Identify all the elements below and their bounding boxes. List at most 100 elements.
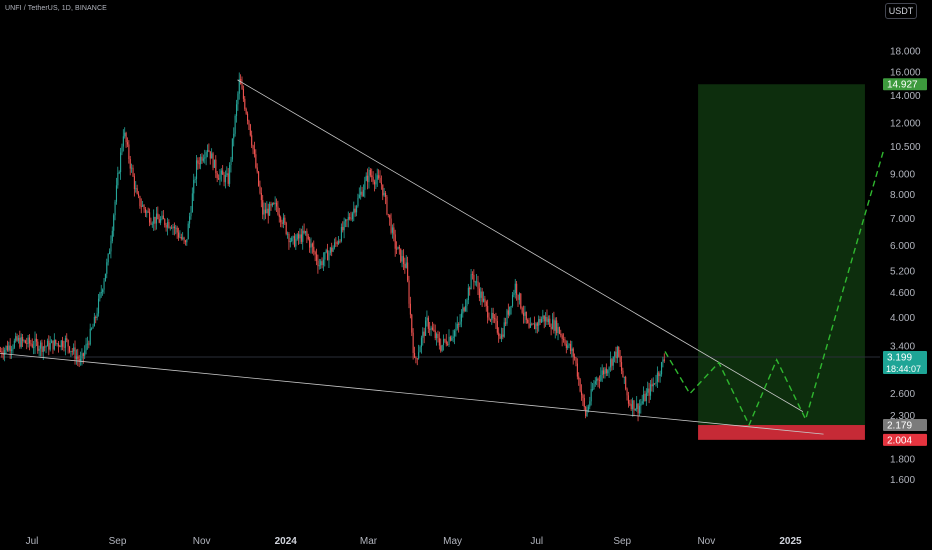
- candle-body: [20, 337, 22, 347]
- candle-body: [407, 262, 409, 281]
- candle-body: [40, 342, 42, 349]
- y-tick-label: 2.300: [890, 411, 915, 422]
- candle-body: [252, 145, 254, 150]
- candle-body: [462, 307, 464, 314]
- candle-body: [180, 237, 182, 239]
- candle-body: [589, 401, 591, 407]
- candle-body: [391, 227, 394, 233]
- candle-body: [513, 293, 515, 295]
- candle-body: [520, 293, 522, 308]
- candle-body: [314, 252, 316, 255]
- candle-body: [91, 328, 93, 330]
- candle-body: [327, 250, 329, 261]
- stop-price-label: 2.004: [887, 435, 912, 446]
- candle-body: [164, 219, 166, 225]
- candle-body: [70, 351, 72, 352]
- candle-body: [590, 389, 592, 402]
- candle-body: [213, 159, 215, 168]
- candle-body: [568, 344, 570, 346]
- candle-body: [15, 336, 17, 341]
- candle-body: [571, 348, 573, 351]
- x-tick-label: Sep: [613, 536, 631, 547]
- candle-body: [549, 318, 551, 327]
- candle-body: [9, 345, 11, 352]
- candle-body: [71, 351, 73, 352]
- candle-body: [550, 326, 552, 329]
- candle-body: [85, 343, 87, 351]
- candle-body: [48, 340, 50, 350]
- candle-body: [360, 191, 362, 195]
- candle-body: [193, 180, 195, 194]
- candle-body: [143, 205, 145, 209]
- candle-body: [647, 388, 649, 393]
- candle-body: [220, 170, 222, 175]
- candle-body: [539, 318, 541, 323]
- candle-body: [281, 222, 283, 225]
- candle-body: [467, 287, 469, 301]
- candle-body: [654, 383, 656, 385]
- candle-body: [109, 251, 111, 254]
- last-price-label-bg: [883, 351, 927, 375]
- candle-body: [603, 370, 605, 375]
- candle-body: [121, 146, 123, 153]
- candle-body: [596, 378, 598, 382]
- candle-body: [367, 175, 369, 183]
- target-price-label-bg: [883, 78, 927, 91]
- candle-body: [45, 346, 47, 348]
- candle-body: [118, 172, 120, 174]
- candle-body: [437, 334, 439, 339]
- candle-body: [282, 217, 284, 225]
- candle-body: [173, 226, 175, 229]
- candle-body: [1, 351, 3, 354]
- candle-body: [557, 327, 559, 333]
- candle-body: [190, 212, 192, 217]
- candle-body: [205, 152, 207, 158]
- candle-body: [543, 315, 545, 322]
- x-tick-label: 2025: [779, 536, 802, 547]
- candle-body: [582, 395, 584, 399]
- candle-body: [365, 175, 367, 181]
- candle-body: [258, 171, 260, 186]
- candle-body: [362, 189, 365, 197]
- candle-body: [353, 208, 355, 214]
- candle-body: [285, 222, 287, 234]
- candle-body: [278, 214, 280, 218]
- candle-body: [415, 357, 417, 359]
- candle-body: [144, 208, 146, 213]
- candle-body: [153, 216, 155, 224]
- candle-body: [615, 351, 617, 359]
- x-tick-label: Mar: [360, 536, 378, 547]
- candle-body: [373, 181, 376, 185]
- candle-body: [456, 323, 458, 329]
- candle-body: [405, 262, 407, 268]
- candle-body: [340, 226, 342, 242]
- candle-body: [81, 353, 83, 359]
- candle-body: [663, 359, 665, 361]
- candle-body: [245, 108, 247, 114]
- candle-body: [271, 203, 273, 206]
- candle-body: [629, 403, 631, 405]
- y-tick-label: 16.000: [890, 67, 921, 78]
- candle-body: [219, 174, 221, 180]
- candle-body: [80, 358, 82, 362]
- candle-body: [318, 265, 320, 267]
- candle-body: [347, 217, 349, 220]
- candle-body: [298, 234, 300, 239]
- candle-body: [4, 349, 6, 355]
- y-tick-label: 7.000: [890, 214, 915, 225]
- candle-body: [505, 322, 507, 324]
- candle-body: [569, 344, 572, 351]
- currency-button[interactable]: USDT: [885, 3, 917, 19]
- candle-body: [521, 307, 523, 313]
- candle-body: [538, 318, 540, 326]
- candle-body: [649, 384, 652, 396]
- candle-body: [436, 334, 438, 339]
- candle-body: [125, 132, 127, 143]
- candle-body: [110, 241, 112, 252]
- candle-body: [478, 288, 480, 298]
- candle-body: [51, 340, 53, 343]
- candle-body: [244, 98, 246, 109]
- y-tick-label: 4.600: [890, 288, 915, 299]
- candle-body: [523, 312, 525, 316]
